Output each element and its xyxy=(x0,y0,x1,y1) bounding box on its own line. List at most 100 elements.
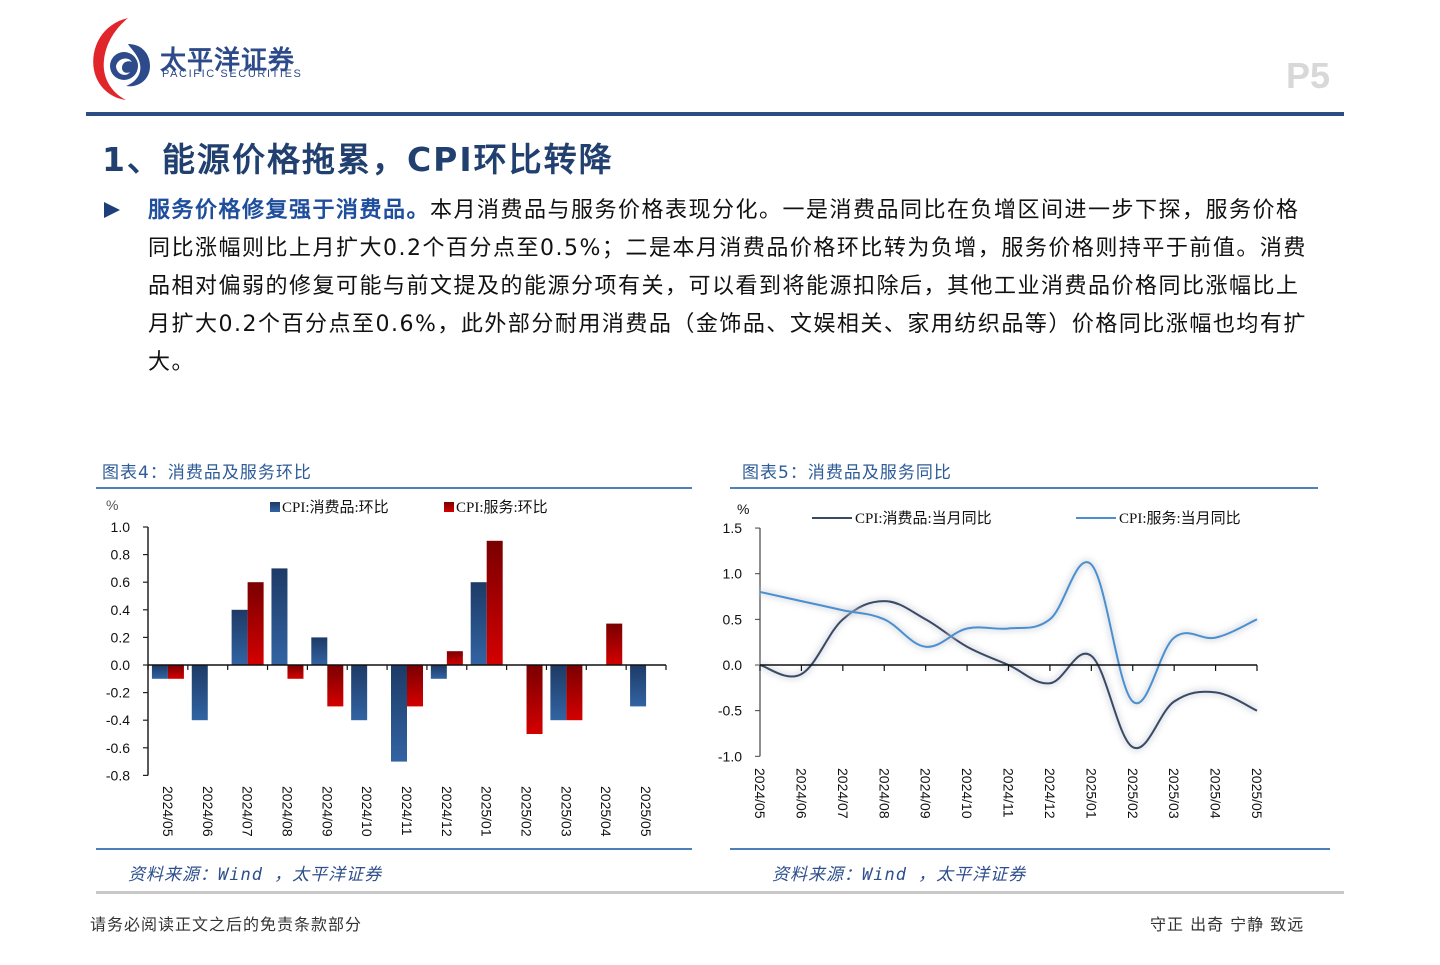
svg-text:0.5: 0.5 xyxy=(723,611,743,627)
bar-consumer-2025/03 xyxy=(550,665,567,721)
svg-text:2024/06: 2024/06 xyxy=(793,768,809,819)
line-chart-cpi-yoy: % CPI:消费品:当月同比 CPI:服务:当月同比 1.5 1.0 0.5 0.0 -… xyxy=(718,501,1265,819)
bar-service-2024/07 xyxy=(247,582,264,665)
logo-text-cn: 太平洋证券 xyxy=(160,46,296,76)
svg-text:2025/01: 2025/01 xyxy=(1083,768,1099,819)
bar-consumer-2024/07 xyxy=(231,609,248,665)
footer-divider xyxy=(96,891,1344,894)
svg-text:0.0: 0.0 xyxy=(111,657,131,673)
bar-chart-bars xyxy=(151,540,647,762)
svg-text:1.0: 1.0 xyxy=(723,566,743,582)
bar-service-2025/03 xyxy=(566,665,583,721)
bar-consumer-2025/05 xyxy=(630,665,647,707)
svg-text:2025/03: 2025/03 xyxy=(1166,768,1182,819)
bar-consumer-2024/08 xyxy=(271,568,288,665)
svg-text:2025/05: 2025/05 xyxy=(638,786,654,837)
line-chart-series xyxy=(758,558,1259,752)
bar-chart-cpi-mom: % CPI:消费品:环比 CPI:服务:环比 1.0 0.8 0.6 0.4 0.2 0.… xyxy=(106,497,667,837)
svg-text:0.6: 0.6 xyxy=(111,574,131,590)
svg-text:-0.6: -0.6 xyxy=(106,740,130,756)
bar-chart-y-axis: 1.0 0.8 0.6 0.4 0.2 0.0 -0.2 -0.4 -0.6 -0.8 xyxy=(106,519,149,783)
svg-text:2024/05: 2024/05 xyxy=(752,768,768,819)
svg-text:-0.2: -0.2 xyxy=(106,685,130,701)
paragraph-text: 本月消费品与服务价格表现分化。一是消费品同比在负增区间进一步下探，服务价格同比涨… xyxy=(148,198,1307,375)
bar-consumer-2024/10 xyxy=(351,665,368,721)
page-number: P5 xyxy=(1286,55,1331,96)
figure-4-bottom-rule xyxy=(96,848,692,850)
footer-motto: 守正 出奇 宁静 致远 xyxy=(1150,915,1305,934)
bar-consumer-2024/12 xyxy=(430,665,447,679)
svg-text:2024/10: 2024/10 xyxy=(359,786,375,837)
svg-text:2025/04: 2025/04 xyxy=(598,786,614,837)
svg-text:2024/12: 2024/12 xyxy=(439,786,455,837)
svg-text:0.0: 0.0 xyxy=(723,657,743,673)
body-paragraph: 服务价格修复强于消费品。本月消费品与服务价格表现分化。一是消费品同比在负增区间进… xyxy=(148,192,1318,382)
figure-4-title: 图表4：消费品及服务环比 xyxy=(102,463,312,483)
bar-service-2025/01 xyxy=(486,540,503,665)
logo-text-en: PACIFIC SECURITIES xyxy=(162,68,303,80)
bar-service-2025/04 xyxy=(606,623,623,665)
svg-text:2024/05: 2024/05 xyxy=(160,786,176,837)
bar-service-2024/09 xyxy=(327,665,344,707)
svg-text:2025/05: 2025/05 xyxy=(1249,768,1265,819)
footer-disclaimer: 请务必阅读正文之后的免责条款部分 xyxy=(90,915,363,934)
paragraph-lead: 服务价格修复强于消费品。 xyxy=(148,198,431,223)
svg-text:0.4: 0.4 xyxy=(111,602,131,618)
bar-consumer-2025/01 xyxy=(470,582,487,665)
svg-text:CPI:消费品:环比: CPI:消费品:环比 xyxy=(282,499,389,516)
figure-5-bottom-rule xyxy=(730,848,1330,850)
line-chart-legend: CPI:消费品:当月同比 CPI:服务:当月同比 xyxy=(812,510,1241,527)
svg-text:2024/06: 2024/06 xyxy=(200,786,216,837)
svg-text:1.5: 1.5 xyxy=(723,520,743,536)
bar-service-2024/12 xyxy=(446,651,463,665)
svg-text:2024/08: 2024/08 xyxy=(279,786,295,837)
bar-consumer-2024/06 xyxy=(191,665,208,721)
figure-5-source: 资料来源：Wind ，太平洋证券 xyxy=(772,865,1027,885)
svg-text:2025/02: 2025/02 xyxy=(1125,768,1141,819)
bar-service-2024/08 xyxy=(287,665,304,679)
svg-text:CPI:消费品:当月同比: CPI:消费品:当月同比 xyxy=(855,510,992,527)
svg-text:0.2: 0.2 xyxy=(111,629,131,645)
line-chart-y-axis: 1.5 1.0 0.5 0.0 -0.5 -1.0 xyxy=(718,520,761,764)
bullet-arrow-icon xyxy=(104,202,120,218)
bar-chart-legend: CPI:消费品:环比 CPI:服务:环比 xyxy=(270,499,548,516)
svg-text:-0.4: -0.4 xyxy=(106,712,130,728)
svg-text:2024/11: 2024/11 xyxy=(399,786,415,836)
figure-5-title: 图表5：消费品及服务同比 xyxy=(742,463,952,483)
header-divider xyxy=(86,112,1344,116)
svg-text:CPI:服务:环比: CPI:服务:环比 xyxy=(456,499,548,516)
bar-consumer-2024/05 xyxy=(151,665,168,679)
figure-5-top-rule xyxy=(730,487,1318,489)
svg-text:0.8: 0.8 xyxy=(111,547,131,563)
line-chart-x-axis: 2024/05 2024/06 2024/07 2024/08 2024/09 2024/… xyxy=(752,664,1265,819)
line-series-service xyxy=(759,561,1258,705)
svg-text:1.0: 1.0 xyxy=(111,519,131,535)
svg-text:2024/11: 2024/11 xyxy=(1001,768,1017,818)
svg-text:2025/04: 2025/04 xyxy=(1208,768,1224,819)
svg-text:-0.5: -0.5 xyxy=(718,703,742,719)
section-title: 1、能源价格拖累，CPI环比转降 xyxy=(102,140,614,179)
svg-text:2024/09: 2024/09 xyxy=(319,786,335,837)
bar-chart-ylabel: % xyxy=(106,497,118,513)
svg-text:2025/03: 2025/03 xyxy=(558,786,574,837)
bar-service-2024/05 xyxy=(167,665,184,679)
line-series-consumer xyxy=(759,600,1258,750)
svg-text:2024/10: 2024/10 xyxy=(959,768,975,819)
svg-text:2024/07: 2024/07 xyxy=(835,768,851,819)
logo-emblem-icon xyxy=(93,18,150,100)
svg-text:2024/09: 2024/09 xyxy=(918,768,934,819)
bar-chart-x-axis: 2024/05 2024/06 2024/07 2024/08 2024/09 2024/… xyxy=(147,664,667,837)
bar-consumer-2024/11 xyxy=(391,665,407,762)
figure-4-top-rule xyxy=(96,487,692,489)
svg-text:-1.0: -1.0 xyxy=(718,748,742,764)
svg-text:2025/02: 2025/02 xyxy=(519,786,535,837)
bar-consumer-2024/09 xyxy=(311,637,328,665)
svg-text:2024/08: 2024/08 xyxy=(876,768,892,819)
svg-text:-0.8: -0.8 xyxy=(106,767,130,783)
figure-4-source: 资料来源：Wind ，太平洋证券 xyxy=(128,865,383,885)
line-chart-ylabel: % xyxy=(737,501,749,517)
bar-service-2025/02 xyxy=(526,665,543,734)
svg-text:CPI:服务:当月同比: CPI:服务:当月同比 xyxy=(1119,510,1241,527)
svg-text:2024/12: 2024/12 xyxy=(1042,768,1058,819)
bar-service-2024/11 xyxy=(407,665,423,707)
